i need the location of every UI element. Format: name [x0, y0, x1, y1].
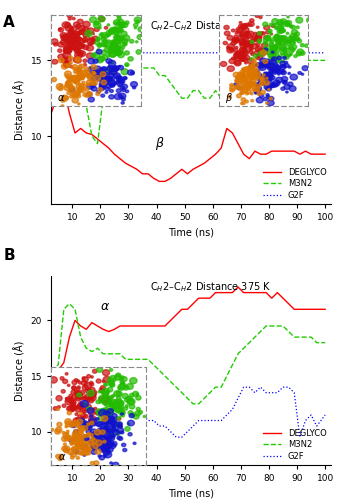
Legend: DEGLYCO, M3N2, G2F: DEGLYCO, M3N2, G2F	[263, 168, 327, 200]
Legend: DEGLYCO, M3N2, G2F: DEGLYCO, M3N2, G2F	[263, 429, 327, 461]
Y-axis label: Distance (Å): Distance (Å)	[14, 80, 25, 140]
Text: C$_{H}$2–C$_{H}$2 Distance 375 K: C$_{H}$2–C$_{H}$2 Distance 375 K	[150, 280, 271, 293]
X-axis label: Time (ns): Time (ns)	[168, 488, 214, 498]
X-axis label: Time (ns): Time (ns)	[168, 228, 214, 237]
Text: B: B	[3, 248, 15, 262]
Text: $\beta$: $\beta$	[154, 136, 164, 152]
Y-axis label: Distance (Å): Distance (Å)	[14, 340, 25, 400]
Text: $\alpha$: $\alpha$	[100, 300, 110, 313]
Text: A: A	[3, 15, 15, 30]
Text: C$_{H}$2–C$_{H}$2 Distance 300 K: C$_{H}$2–C$_{H}$2 Distance 300 K	[150, 19, 271, 32]
Text: $\alpha$: $\alpha$	[66, 70, 77, 82]
